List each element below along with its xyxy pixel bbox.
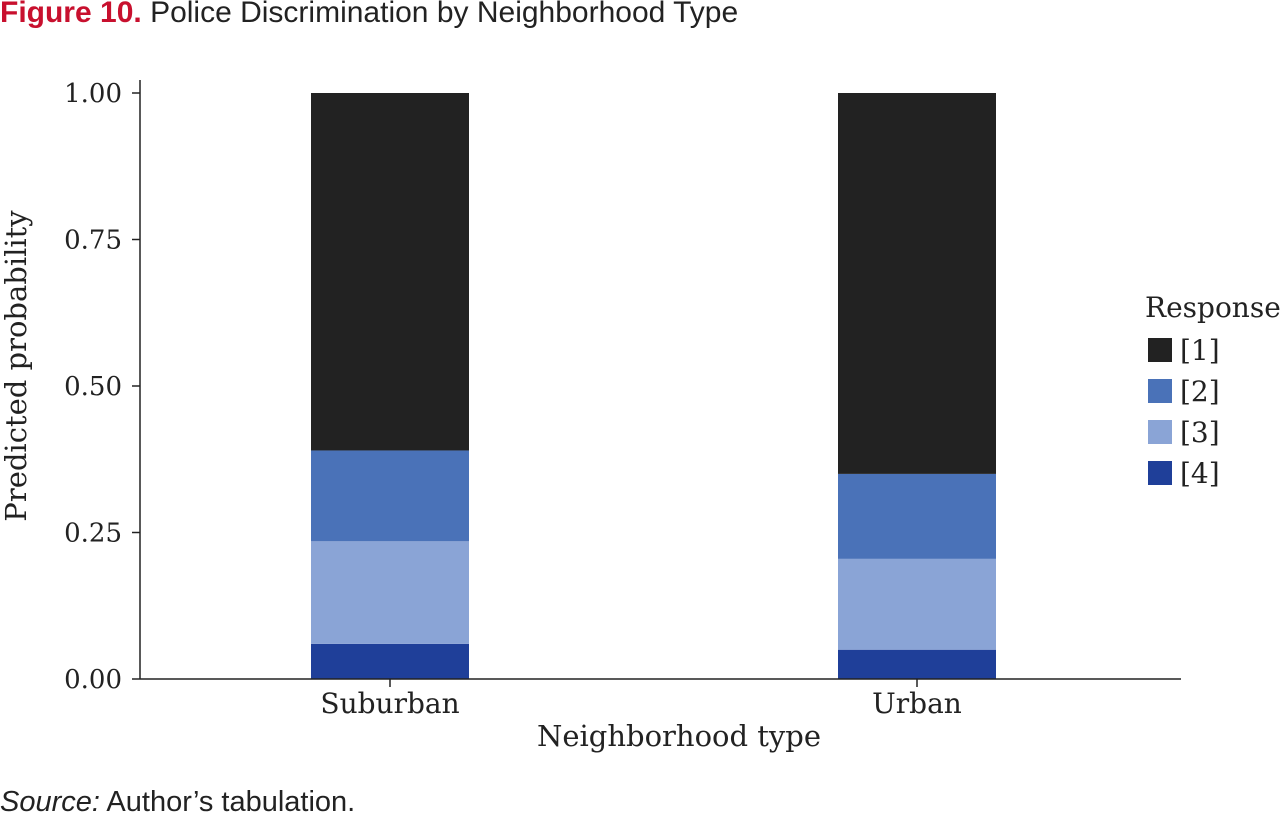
legend-swatch: [1148, 379, 1172, 403]
legend-label: [4]: [1180, 457, 1220, 490]
bar-segment-suburban-1: [311, 93, 469, 451]
bar-segment-urban-3: [838, 558, 996, 650]
legend-label: [3]: [1180, 416, 1220, 449]
bar-segment-urban-4: [838, 649, 996, 679]
x-tick-label: Suburban: [320, 687, 459, 720]
legend-swatch: [1148, 461, 1172, 485]
source-note: Source: Author’s tabulation.: [0, 786, 355, 819]
y-tick-label: 0.00: [64, 665, 122, 695]
legend-swatch: [1148, 420, 1172, 444]
y-tick-label: 0.50: [64, 372, 122, 402]
y-tick-label: 1.00: [64, 79, 122, 109]
bar-segment-urban-2: [838, 473, 996, 559]
bar-segment-suburban-2: [311, 450, 469, 542]
figure-title-text: Police Discrimination by Neighborhood Ty…: [150, 0, 739, 29]
legend-label: [2]: [1180, 375, 1220, 408]
source-label: Source:: [0, 786, 100, 818]
legend-label: [1]: [1180, 334, 1220, 367]
legend: Response [1] [2] [3] [4]: [1145, 291, 1280, 490]
y-axis-label: Predicted probability: [0, 210, 33, 522]
bar-segment-suburban-3: [311, 541, 469, 644]
x-tick-label: Urban: [872, 687, 962, 720]
bars-layer: [311, 93, 996, 679]
y-tick-label: 0.25: [64, 519, 122, 549]
figure-title: Figure 10. Police Discrimination by Neig…: [0, 0, 738, 30]
figure-label: Figure 10.: [0, 0, 142, 29]
legend-title: Response: [1145, 291, 1280, 324]
source-text: Author’s tabulation.: [106, 786, 356, 818]
bar-segment-urban-1: [838, 93, 996, 474]
x-axis-label: Neighborhood type: [537, 719, 821, 753]
legend-swatch: [1148, 338, 1172, 362]
axes-layer: 0.00 0.25 0.50 0.75 1.00 Suburban Urban: [64, 79, 1181, 720]
bar-segment-suburban-4: [311, 643, 469, 679]
y-tick-label: 0.75: [64, 226, 122, 256]
